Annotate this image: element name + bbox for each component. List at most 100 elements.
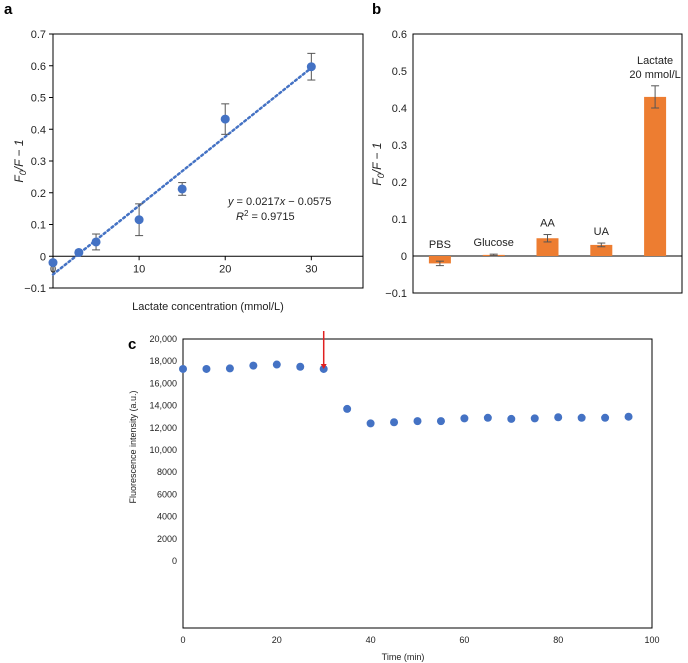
- chart-a-point: [91, 237, 101, 247]
- chart-a-equation: y = 0.0217x − 0.0575: [227, 196, 331, 208]
- chart-b-bar: [590, 244, 613, 256]
- chart-a-y-tick-label: 0: [40, 251, 46, 263]
- chart-a-x-tick-label: 30: [305, 263, 317, 275]
- chart-b-y-tick-label: 0: [401, 251, 407, 263]
- chart-b-bar: [644, 96, 667, 257]
- r2-r: R: [236, 211, 244, 223]
- chart-b-bar-label: Lactate: [637, 55, 673, 67]
- chart-c-point: [624, 412, 633, 421]
- chart-c-point: [413, 417, 422, 426]
- chart-b-y-ticks: −0.1 0 0.1 0.2 0.3 0.4 0.5 0.6: [385, 29, 407, 300]
- chart-b-y-label-sub: 0: [376, 173, 386, 178]
- chart-c-point: [460, 414, 469, 423]
- chart-b-y-tick-label: 0.1: [392, 214, 407, 226]
- chart-a-y-tick-label: 0.5: [31, 93, 46, 105]
- chart-a-y-label: F0/F − 1: [12, 139, 28, 182]
- chart-c-x-ticks: 0 20 40 60 80 100: [180, 635, 659, 645]
- chart-c-x-tick-label: 80: [553, 635, 563, 645]
- chart-a-point: [48, 258, 58, 268]
- chart-c-point: [343, 404, 352, 413]
- chart-a-point: [306, 62, 316, 72]
- chart-c-x-tick-label: 20: [272, 635, 282, 645]
- eq-end: − 0.0575: [285, 196, 331, 208]
- chart-a-y-label-main: F: [12, 175, 26, 183]
- chart-c-y-tick-label: 14,000: [149, 401, 177, 411]
- chart-b-y-tick-label: −0.1: [385, 288, 407, 300]
- chart-c-x-tick-label: 60: [459, 635, 469, 645]
- chart-c-point: [249, 361, 258, 370]
- chart-b-bar: [428, 256, 451, 264]
- chart-b-bar-label: AA: [540, 218, 555, 230]
- chart-c-y-tick-label: 4000: [157, 512, 177, 522]
- chart-a-point: [177, 184, 187, 194]
- chart-c: 0 2000 4000 6000 8000 10,000 12,000 14,000 16,00…: [128, 331, 660, 662]
- chart-c-y-tick-label: 12,000: [149, 423, 177, 433]
- chart-c-x-label: Time (min): [382, 652, 425, 662]
- chart-b-y-tick-label: 0.4: [392, 103, 407, 115]
- chart-a-r2: R2 = 0.9715: [236, 209, 295, 223]
- chart-c-point: [225, 364, 234, 373]
- chart-c-point: [530, 414, 539, 423]
- chart-b-y-label: F0/F − 1: [370, 142, 386, 185]
- chart-c-x-tick-label: 0: [180, 635, 185, 645]
- chart-c-y-ticks: 0 2000 4000 6000 8000 10,000 12,000 14,000 16,00…: [149, 334, 177, 566]
- chart-a: −0.100.10.20.30.40.50.60.7 0 10 20 30 Lacta…: [12, 29, 364, 313]
- chart-c-point: [483, 413, 492, 422]
- chart-b-bar-label: PBS: [429, 239, 451, 251]
- chart-c-point: [436, 417, 445, 426]
- chart-c-frame: [182, 338, 653, 629]
- chart-a-trendline: [51, 66, 313, 276]
- chart-c-points: [179, 360, 633, 428]
- chart-c-y-tick-label: 10,000: [149, 445, 177, 455]
- chart-c-y-tick-label: 16,000: [149, 378, 177, 388]
- chart-a-y-tick-label: 0.1: [31, 220, 46, 232]
- chart-b-bar-label: UA: [594, 226, 610, 238]
- chart-b-bars: PBS Glucose AA UA Lactate 20 mmol/L: [428, 55, 681, 267]
- chart-a-y-ticks: −0.1 0 0.1 0.2 0.3 0.4 0.5 0.6 0.7: [24, 29, 53, 295]
- chart-c-y-tick-label: 8000: [157, 467, 177, 477]
- eq-middle: = 0.0217: [234, 196, 280, 208]
- panel-letter-c: c: [128, 336, 136, 353]
- chart-a-y-tick-label: 0.6: [31, 61, 46, 73]
- chart-c-y-tick-label: 6000: [157, 489, 177, 499]
- chart-a-y-tick-label: −0.1: [24, 283, 46, 295]
- chart-c-point: [272, 360, 281, 369]
- chart-a-y-tick-label: 0.2: [31, 188, 46, 200]
- chart-b: −0.1 0 0.1 0.2 0.3 0.4 0.5 0.6 PBS Glucose AA UA La…: [370, 29, 683, 300]
- chart-a-y-label-rest: /F − 1: [12, 139, 26, 171]
- chart-a-y-tick-label: 0.7: [31, 29, 46, 41]
- chart-a-point: [220, 114, 230, 124]
- chart-c-x-tick-label: 40: [366, 635, 376, 645]
- chart-b-y-tick-label: 0.2: [392, 177, 407, 189]
- chart-c-y-tick-label: 20,000: [149, 334, 177, 344]
- chart-c-point: [554, 413, 563, 422]
- panel-letter-b: b: [372, 1, 381, 18]
- chart-b-y-label-rest: /F − 1: [370, 142, 384, 174]
- chart-a-x-tick-label: 0: [50, 263, 56, 275]
- chart-a-y-tick-label: 0.4: [31, 124, 46, 136]
- chart-a-point: [134, 215, 144, 225]
- eq-y-symbol: y: [227, 196, 235, 208]
- chart-c-point: [202, 364, 211, 373]
- r2-sup: 2: [244, 209, 249, 218]
- chart-b-bar: [536, 238, 559, 256]
- chart-c-y-label: Fluorescence intensity (a.u.): [128, 390, 138, 503]
- chart-b-frame: [412, 33, 683, 294]
- chart-c-point: [577, 413, 586, 422]
- chart-c-point: [507, 414, 516, 423]
- chart-c-arrow: [320, 331, 327, 369]
- chart-a-points: [48, 52, 316, 268]
- chart-b-bar-label: 20 mmol/L: [629, 69, 680, 81]
- chart-b-y-tick-label: 0.5: [392, 66, 407, 78]
- chart-b-y-tick-label: 0.6: [392, 29, 407, 41]
- chart-b-y-label-main: F: [370, 178, 384, 186]
- chart-c-x-tick-label: 100: [644, 635, 659, 645]
- chart-c-y-tick-label: 2000: [157, 534, 177, 544]
- chart-a-x-ticks: 0 10 20 30: [50, 256, 317, 275]
- chart-c-point: [179, 364, 187, 373]
- chart-a-y-label-sub: 0: [18, 170, 28, 175]
- chart-c-point: [601, 413, 610, 422]
- chart-a-x-tick-label: 20: [219, 263, 231, 275]
- panel-letter-a: a: [4, 1, 13, 18]
- chart-c-point: [296, 362, 305, 371]
